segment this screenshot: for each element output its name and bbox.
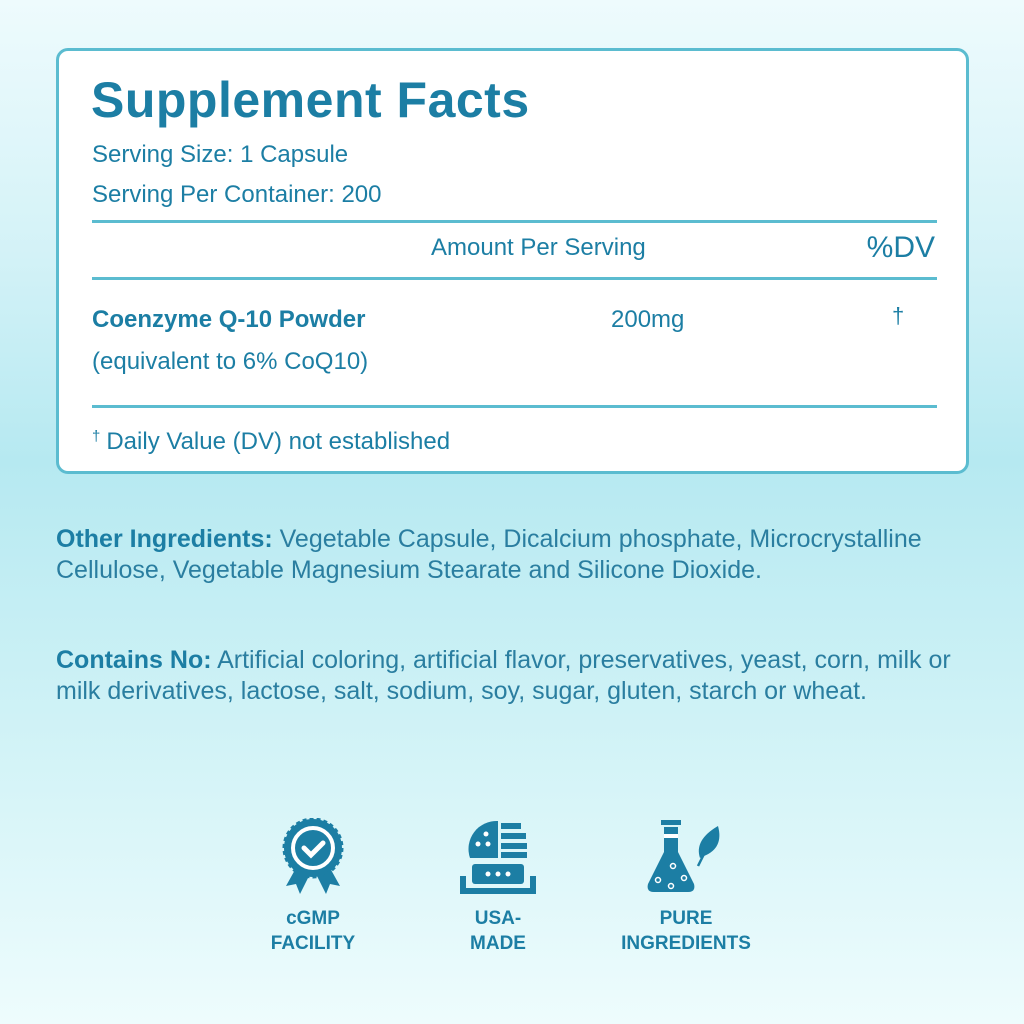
- award-ribbon-check-icon: [282, 818, 344, 894]
- footnote: † Daily Value (DV) not established: [92, 428, 451, 455]
- badge-pure: PURE INGREDIENTS: [586, 818, 786, 956]
- ingredient-dv: †: [892, 303, 905, 328]
- ingredient-note: (equivalent to 6% CoQ10): [92, 348, 369, 375]
- panel-title: Supplement Facts: [91, 72, 530, 128]
- contains-no: Contains No: Artificial coloring, artifi…: [56, 646, 951, 705]
- divider: [92, 405, 937, 408]
- other-ingredients: Other Ingredients: Vegetable Capsule, Di…: [56, 525, 922, 584]
- serving-size: Serving Size: 1 Capsule: [92, 141, 349, 168]
- divider: [92, 277, 937, 280]
- ingredient-amount: 200mg: [611, 306, 685, 333]
- dv-header: %DV: [866, 231, 935, 264]
- flask-leaf-icon: [647, 820, 720, 892]
- usa-flag-globe-icon: [460, 820, 536, 894]
- ingredient-name: Coenzyme Q-10 Powder: [92, 306, 366, 333]
- servings-per-container: Serving Per Container: 200: [92, 181, 382, 208]
- badge-cgmp: cGMP FACILITY: [213, 818, 413, 956]
- badge-usa: USA- MADE: [398, 818, 598, 956]
- footnote-mark: †: [92, 428, 101, 445]
- divider: [92, 220, 937, 223]
- supplement-facts-panel: Supplement Facts Serving Size: 1 Capsule…: [56, 48, 969, 474]
- amount-header: Amount Per Serving: [431, 234, 646, 261]
